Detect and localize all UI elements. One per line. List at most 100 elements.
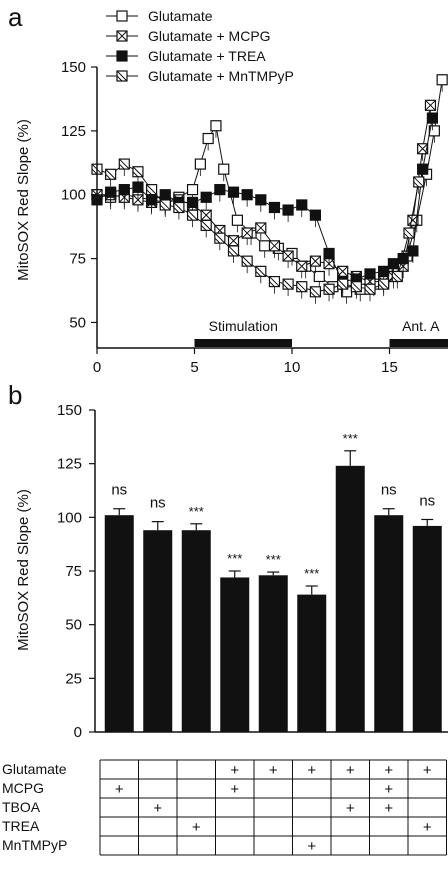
legend-label: Glutamate + MCPG <box>148 28 271 44</box>
table-mark: + <box>384 762 393 779</box>
data-point <box>227 245 240 257</box>
data-point <box>194 158 206 170</box>
bar <box>258 575 288 732</box>
data-point <box>323 247 335 260</box>
bar <box>297 594 327 732</box>
data-point <box>323 283 335 295</box>
data-point <box>241 227 253 239</box>
bar <box>335 465 365 732</box>
table-mark: + <box>307 762 316 779</box>
bar <box>181 530 211 732</box>
data-point <box>350 281 362 293</box>
panel-label-b: b <box>8 380 22 410</box>
y-tick-label: 125 <box>57 456 82 473</box>
y-axis-label-a: MitoSOX Red Slope (%) <box>15 119 32 281</box>
data-point <box>426 112 438 124</box>
y-tick-label: 150 <box>57 402 82 419</box>
y-tick-label: 75 <box>69 251 86 268</box>
data-point <box>255 265 267 277</box>
data-point <box>309 286 321 298</box>
data-point <box>436 74 448 86</box>
significance-label: ns <box>150 495 166 512</box>
data-point <box>403 227 415 239</box>
panel-label-a: a <box>8 2 23 32</box>
treatment-bar <box>194 339 292 347</box>
table-row-label: TREA <box>2 818 40 834</box>
data-point <box>391 270 403 283</box>
table-mark: + <box>230 781 239 798</box>
table-row-label: Glutamate <box>2 761 67 777</box>
data-point <box>296 199 308 211</box>
significance-label: *** <box>227 551 242 566</box>
data-point <box>407 245 419 257</box>
treatment-bar-label: Stimulation <box>209 318 278 334</box>
data-point <box>118 184 130 196</box>
legend-label: Glutamate + MnTMPyP <box>148 68 294 84</box>
data-point <box>186 184 199 196</box>
table-mark: + <box>192 819 201 836</box>
legend-marker <box>116 30 128 42</box>
bar <box>220 577 250 732</box>
x-tick-label: 0 <box>93 359 101 376</box>
legend-item: Glutamate + TREA <box>106 48 266 64</box>
table-mark: + <box>115 781 124 798</box>
table-mark: + <box>423 819 432 836</box>
table-mark: + <box>307 838 316 855</box>
series-filled-square <box>91 112 438 294</box>
x-tick-label: 5 <box>190 359 198 376</box>
y-tick-label: 50 <box>69 314 86 331</box>
data-point <box>428 125 440 137</box>
data-point <box>200 209 212 221</box>
data-point <box>259 240 271 252</box>
y-tick-label: 0 <box>74 724 82 741</box>
y-tick-label: 25 <box>65 670 82 687</box>
legend-item: Glutamate + MnTMPyP <box>106 68 294 84</box>
data-point <box>202 132 214 145</box>
table-mark: + <box>346 762 355 779</box>
bar <box>412 525 442 732</box>
data-point <box>227 186 240 198</box>
table-mark: + <box>230 762 239 779</box>
data-point <box>159 189 171 201</box>
data-point <box>378 278 390 290</box>
bar <box>374 515 404 732</box>
data-point <box>413 176 425 188</box>
data-point <box>309 209 321 221</box>
significance-label: ns <box>381 482 397 499</box>
y-tick-label: 75 <box>65 563 82 580</box>
data-point <box>146 184 158 196</box>
legend-label: Glutamate <box>148 8 213 24</box>
data-point <box>200 219 212 231</box>
data-point <box>364 268 376 280</box>
data-point <box>241 255 253 267</box>
data-point <box>173 201 185 214</box>
data-point <box>296 281 308 293</box>
data-point <box>387 258 399 270</box>
data-point <box>268 275 281 288</box>
table-row-label: MCPG <box>2 780 44 796</box>
table-mark: + <box>384 781 393 798</box>
table-row-label: TBOA <box>2 799 41 815</box>
bar <box>104 515 134 732</box>
series-open-square <box>91 74 448 304</box>
data-point <box>296 260 308 272</box>
y-tick-label: 125 <box>61 123 86 140</box>
x-tick-label: 15 <box>381 359 398 376</box>
legend-marker <box>116 10 128 22</box>
y-tick-label: 100 <box>57 509 82 526</box>
data-point <box>118 158 130 170</box>
data-point <box>241 189 253 201</box>
table-mark: + <box>346 800 355 817</box>
table-mark: + <box>423 762 432 779</box>
significance-label: *** <box>343 431 358 446</box>
bar <box>143 530 173 732</box>
data-point <box>378 265 390 277</box>
data-point <box>105 168 117 180</box>
legend-marker <box>116 70 128 82</box>
data-point <box>424 99 437 111</box>
legend-label: Glutamate + TREA <box>148 48 266 64</box>
data-point <box>159 199 171 211</box>
y-tick-label: 150 <box>61 59 86 76</box>
significance-label: *** <box>266 552 281 567</box>
data-point <box>227 235 240 247</box>
